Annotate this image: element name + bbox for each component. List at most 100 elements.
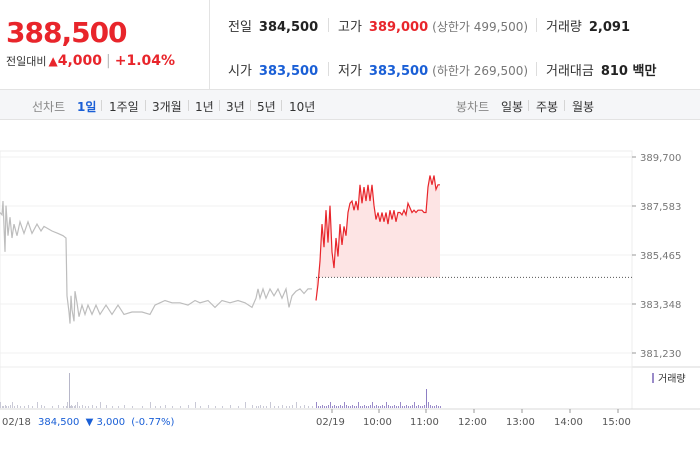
volume-bar [58,405,59,408]
volume-bar [334,405,335,408]
volume-bar [328,405,329,408]
stat-label: 전일 [228,20,252,35]
x-tick-label: 14:00 [554,417,583,428]
volume-bar [292,405,293,408]
today-line [315,175,440,301]
volume-bar [12,402,13,408]
volume-bar [75,405,76,408]
period-1y[interactable]: 1년 [195,100,214,114]
volume-bar [344,402,345,408]
volume-bar [410,406,411,408]
volume-bar [92,405,93,408]
volume-bar [412,405,413,408]
candle-chart-label: 봉차트 [456,100,490,114]
volume-bar [342,406,343,408]
y-axis: 389,700 387,583 385,465 383,348 381,230 [632,153,681,360]
stat-volume: 거래량 2,091 [546,16,630,35]
current-price: 388,500 [6,16,128,49]
volume-bar [37,402,38,408]
x-tick-label: 15:00 [602,417,631,428]
volume-bar [364,405,365,408]
volume-bar [346,405,347,408]
volume-bar [112,406,113,408]
stat-low: 저가 383,500 (하한가 269,500) [338,60,528,79]
period-3m[interactable]: 3개월 [152,100,182,114]
x-tick-label: 13:00 [506,417,535,428]
volume-bar [2,406,3,408]
stat-value: 810 백만 [600,64,657,79]
stat-prev-close: 전일 384,500 [228,16,318,35]
volume-bar [378,406,379,408]
volume-bar [172,406,173,408]
period-1d[interactable]: 1일 [77,100,97,114]
volume-bar [69,373,70,408]
volume-bar [0,402,1,408]
volume-bar [10,405,11,408]
stat-value: 384,500 [258,20,319,35]
volume-bar [304,405,305,408]
stat-value: 383,500 [258,64,319,79]
volume-bar [350,406,351,408]
line-chart-label: 선차트 [32,100,66,114]
prev-day-date: 02/18 [2,417,31,428]
volume-bar [358,402,359,408]
volume-bar [402,406,403,408]
divider [281,100,282,111]
volume-bar [406,405,407,408]
volume-bar [380,406,381,408]
volume-bar [79,406,80,408]
candle-monthly[interactable]: 월봉 [572,100,595,114]
volume-bar [338,406,339,408]
volume-bar [430,405,431,408]
chart-toolbar: 선차트 1일 1주일 3개월 1년 3년 5년 10년 봉차트 일봉 주봉 월봉 [0,90,700,120]
divider [536,62,537,76]
volume-bar [252,405,253,408]
volume-bar [416,406,417,408]
volume-bar [390,406,391,408]
volume-bar [388,405,389,408]
stat-value: 2,091 [588,20,631,35]
volume-bar [77,402,78,408]
volume-bar [296,402,297,408]
volume-bar [44,406,45,408]
stat-amount: 거래대금 810 백만 [546,60,656,79]
period-1w[interactable]: 1주일 [109,100,139,114]
volume-bar [74,406,75,408]
volume-bar [354,406,355,408]
prev-day-change: 3,000 [96,417,125,428]
volume-bar [300,406,301,408]
price-chart: 389,700 387,583 385,465 383,348 381,230 거래량 … [0,121,700,450]
volume-bar [28,405,29,408]
change-caption: 전일대비 [6,55,47,68]
period-3y[interactable]: 3년 [226,100,245,114]
period-5y[interactable]: 5년 [257,100,276,114]
volume-bar [330,402,331,408]
y-tick-label: 387,583 [640,202,681,213]
volume-bar [396,406,397,408]
volume-bar [366,406,367,408]
divider [188,100,189,111]
volume-bar [400,402,401,408]
prev-day-line [0,200,312,324]
candle-daily[interactable]: 일봉 [501,100,524,114]
y-tick-label: 381,230 [640,349,681,360]
volume-bar [85,406,86,408]
volume-bar [14,406,15,408]
stat-value: 383,500 [368,64,429,79]
volume-bar [286,406,287,408]
divider [219,100,220,111]
volume-bar [63,406,64,408]
volume-bar [258,406,259,408]
volume-bar [418,405,419,408]
volume-bar [67,402,68,408]
x-tick-label: 02/19 [316,417,345,428]
volume-bar [132,406,133,408]
candle-weekly[interactable]: 주봉 [536,100,559,114]
volume-bar [160,406,161,408]
volume-bar [230,405,231,408]
period-10y[interactable]: 10년 [289,100,316,114]
volume-bar [308,406,309,408]
change-percent: +1.04% [114,53,176,69]
volume-bar [208,405,209,408]
stat-label: 저가 [338,64,362,79]
